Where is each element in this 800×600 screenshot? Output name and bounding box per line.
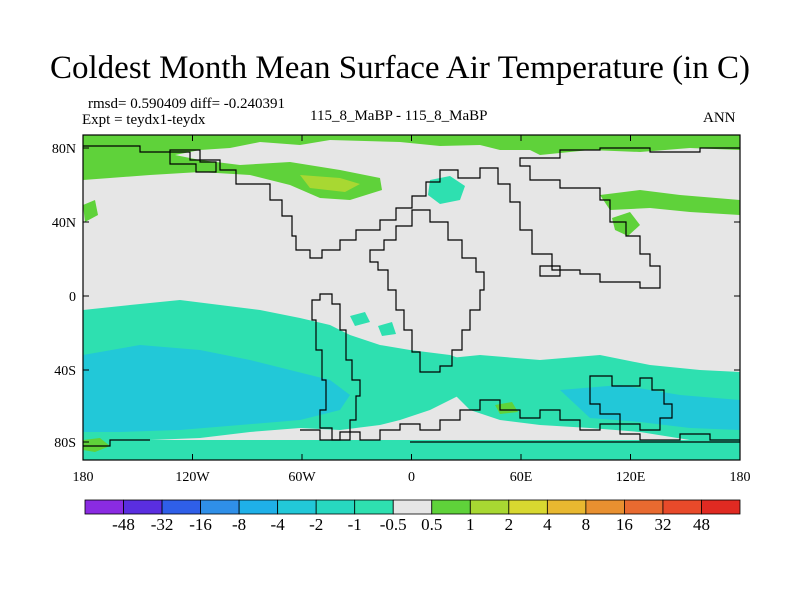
colorbar-swatch	[200, 499, 240, 515]
colorbar	[84, 499, 741, 515]
colorbar-swatch	[277, 499, 317, 515]
antarctic-warm-west	[83, 438, 110, 452]
experiment-label: 115_8_MaBP - 115_8_MaBP	[310, 108, 488, 124]
y-tick-label: 40N	[52, 216, 76, 231]
colorbar-swatch	[662, 499, 702, 515]
equatorial-cool-patch-2	[378, 322, 396, 336]
colorbar-label: -32	[150, 515, 174, 534]
colorbar-label: 32	[654, 515, 672, 534]
indian-ocean-mid	[560, 385, 740, 430]
colorbar-label: 48	[692, 515, 710, 534]
north-atlantic-core	[300, 175, 360, 192]
colorbar-label: -48	[112, 515, 135, 534]
colorbar-swatch	[431, 499, 471, 515]
colorbar-label: -16	[189, 515, 212, 534]
south-pacific-mid	[83, 345, 350, 432]
x-tick-label: 0	[408, 470, 415, 485]
x-tick-label: 120W	[175, 470, 210, 485]
colorbar-swatch	[469, 499, 510, 515]
greenland-outline	[169, 149, 217, 173]
x-tick-label: 120E	[616, 470, 646, 485]
south-warm-patch	[495, 402, 518, 414]
x-tick-label: 60E	[510, 470, 533, 485]
map-title: Coldest Month Mean Surface Air Temperatu…	[50, 50, 750, 86]
stats-line: rmsd= 0.590409 diff= -0.240391	[88, 96, 286, 112]
arctic-warm-band	[83, 135, 740, 160]
shaded-field	[83, 135, 740, 460]
colorbar-swatch	[84, 499, 124, 515]
colorbar-label: -8	[232, 515, 247, 534]
x-tick-label: 180	[730, 470, 751, 485]
siberia-warm	[600, 190, 740, 215]
colorbar-swatch	[392, 499, 433, 515]
y-tick-label: 80S	[54, 436, 76, 451]
colorbar-swatch	[546, 499, 587, 515]
y-tick-label: 80N	[52, 142, 76, 157]
antarctica-outline	[300, 399, 740, 441]
equatorial-cool-patch	[350, 312, 370, 326]
colorbar-label: 1	[466, 515, 475, 534]
north-cool-patch	[428, 176, 465, 204]
colorbar-swatch	[238, 499, 279, 515]
antarctic-cool-strip	[83, 440, 740, 460]
colorbar-swatch	[508, 499, 548, 515]
colorbar-swatch	[701, 499, 741, 515]
asia-interior-outline	[539, 265, 561, 277]
colorbar-label: 16	[615, 515, 633, 534]
antarctica-baseline	[83, 439, 740, 447]
colorbar-label: 0.5	[421, 515, 443, 534]
x-tick-label: 180	[73, 470, 94, 485]
colorbar-label: 8	[581, 515, 591, 534]
north-outline	[83, 145, 740, 289]
pacific-warm-west	[83, 200, 98, 222]
y-tick-label: 0	[69, 290, 76, 305]
colorbar-label: 2	[504, 515, 514, 534]
colorbar-swatch	[585, 499, 625, 515]
australia-outline	[589, 375, 673, 431]
x-axis-ticks: 180 120W 60W 0 60E 120E 180	[73, 135, 751, 485]
colorbar-swatch	[315, 499, 356, 515]
colorbar-swatch	[161, 499, 201, 515]
south-america-outline	[311, 293, 361, 441]
season-label: ANN	[703, 110, 736, 126]
colorbar-label: -4	[270, 515, 285, 534]
africa-outline	[369, 209, 485, 373]
y-axis-ticks: 80N 40N 0 40S 80S	[52, 142, 740, 451]
colorbar-label: -1	[347, 515, 362, 534]
expt-line: Expt = teydx1-teydx	[82, 112, 206, 128]
colorbar-swatch	[354, 499, 394, 515]
x-tick-label: 60W	[288, 470, 316, 485]
north-atlantic-warm	[83, 150, 382, 200]
colorbar-swatch	[624, 499, 664, 515]
y-tick-label: 40S	[54, 364, 76, 379]
colorbar-swatch	[123, 499, 163, 515]
colorbar-label: 4	[543, 515, 552, 534]
colorbar-label: -2	[309, 515, 324, 534]
colorbar-label: -0.5	[379, 515, 407, 534]
continent-outlines	[83, 145, 740, 447]
